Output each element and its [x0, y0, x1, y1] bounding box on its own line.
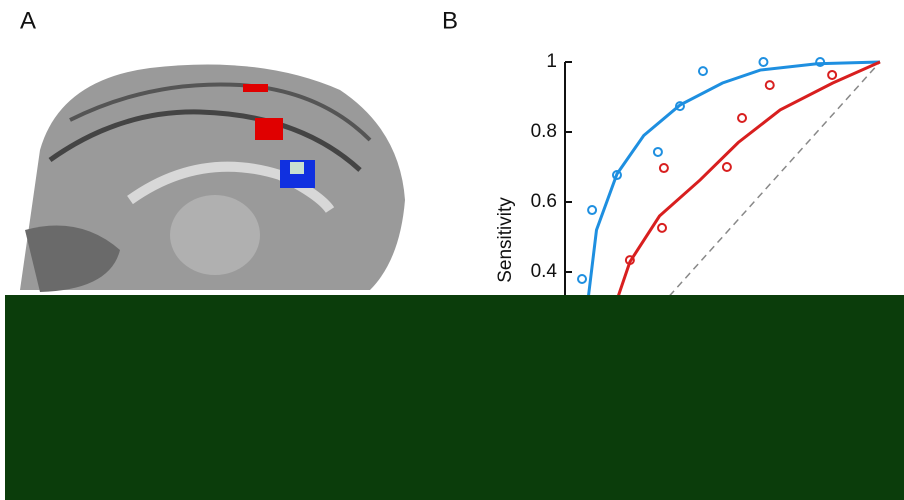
occluder: [5, 295, 904, 500]
overlay: [0, 0, 904, 500]
page: {"panel_labels": ["A", "B"], "chart_data…: [0, 0, 904, 500]
